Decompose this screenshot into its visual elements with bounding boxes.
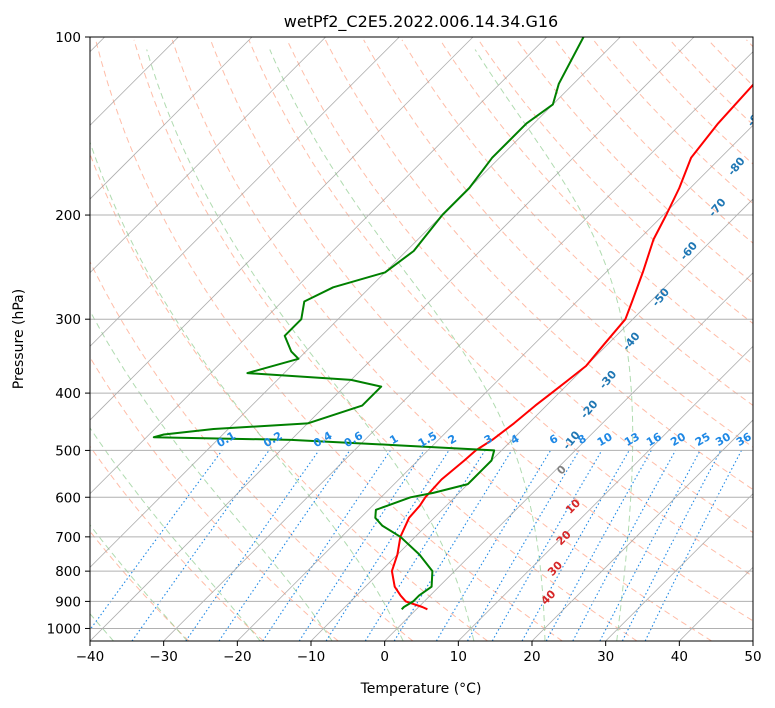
isotherm-line bbox=[90, 37, 326, 274]
moist-adiabat-line bbox=[474, 49, 634, 641]
y-tick-label: 600 bbox=[55, 490, 81, 506]
mixing-ratio-line bbox=[644, 450, 742, 641]
x-tick-label: 10 bbox=[450, 649, 467, 665]
mixing-ratio-line bbox=[621, 450, 722, 641]
mixing-ratio-line bbox=[298, 450, 425, 641]
x-axis-label: Temperature (°C) bbox=[360, 681, 482, 697]
isotherm-line bbox=[458, 345, 753, 641]
isotherm-line bbox=[90, 37, 547, 495]
dry-adiabat-line bbox=[363, 39, 753, 448]
x-tick-label: −20 bbox=[223, 649, 252, 665]
height-label: -90 bbox=[745, 105, 768, 129]
mixing-ratio-line bbox=[262, 450, 391, 641]
isotherm-line bbox=[90, 37, 695, 641]
y-tick-label: 300 bbox=[55, 312, 81, 328]
y-tick-label: 1000 bbox=[47, 621, 81, 637]
isotherm-line bbox=[163, 51, 753, 641]
mixing-ratio-line bbox=[90, 450, 223, 631]
y-tick-label: 200 bbox=[55, 208, 81, 224]
mixing-ratio-line bbox=[218, 450, 351, 641]
temperature-profile-line bbox=[390, 83, 753, 611]
moist-adiabat-line bbox=[269, 49, 546, 641]
dry-adiabat-line bbox=[324, 39, 753, 491]
x-tick-label: 30 bbox=[597, 649, 614, 665]
y-tick-label: 400 bbox=[55, 386, 81, 402]
isotherm-line bbox=[237, 124, 753, 641]
mixing-ratio-line bbox=[325, 450, 450, 641]
dry-adiabat-line bbox=[90, 260, 414, 641]
y-tick-label: 500 bbox=[55, 443, 81, 459]
x-tick-label: −40 bbox=[76, 649, 105, 665]
x-tick-label: 40 bbox=[671, 649, 688, 665]
mixing-ratio-line bbox=[572, 450, 676, 641]
x-tick-label: 0 bbox=[380, 649, 389, 665]
x-tick-label: 50 bbox=[744, 649, 761, 665]
x-tick-label: −10 bbox=[297, 649, 326, 665]
y-tick-label: 100 bbox=[55, 30, 81, 46]
isotherm-line bbox=[384, 272, 753, 641]
mixing-ratio-label: 36 bbox=[734, 430, 754, 449]
dry-adiabat-line bbox=[478, 39, 753, 325]
isotherm-line bbox=[605, 493, 753, 641]
mixing-ratio-line bbox=[545, 450, 652, 641]
dry-adiabat-line bbox=[248, 39, 753, 577]
y-axis-label: Pressure (hPa) bbox=[11, 289, 27, 389]
isotherm-line bbox=[90, 37, 474, 421]
y-tick-label: 900 bbox=[55, 594, 81, 610]
dry-adiabat-line bbox=[133, 39, 638, 641]
dry-adiabat-line bbox=[90, 530, 190, 641]
dry-adiabat-line bbox=[286, 39, 753, 534]
isotherm-line bbox=[90, 37, 621, 568]
moist-adiabat-line bbox=[146, 49, 475, 641]
isotherm-line bbox=[310, 198, 753, 641]
dewpoint-profile-line bbox=[152, 37, 585, 610]
chart-title: wetPf2_C2E5.2022.006.14.34.G16 bbox=[284, 12, 558, 32]
dry-adiabat-line bbox=[554, 39, 753, 244]
moist-adiabat-line bbox=[90, 426, 261, 641]
mixing-ratio-line bbox=[393, 450, 513, 641]
isotherm-line bbox=[90, 37, 400, 347]
x-tick-label: 20 bbox=[523, 649, 540, 665]
mixing-ratio-line bbox=[185, 450, 320, 641]
plot-frame bbox=[89, 36, 754, 642]
dry-adiabat-line bbox=[439, 39, 753, 365]
isotherm-line bbox=[90, 37, 253, 200]
y-tick-label: 800 bbox=[55, 564, 81, 580]
dry-adiabat-line bbox=[171, 39, 712, 641]
dry-adiabat-line bbox=[90, 445, 264, 641]
moist-adiabat-line bbox=[90, 524, 188, 641]
y-tick-label: 700 bbox=[55, 530, 81, 546]
mixing-ratio-line bbox=[521, 450, 630, 641]
dry-adiabat-line bbox=[593, 39, 753, 205]
moist-adiabat-line bbox=[90, 310, 333, 641]
isotherm-line bbox=[531, 419, 753, 641]
dry-adiabat-line bbox=[95, 39, 563, 641]
moist-adiabat-line bbox=[90, 140, 404, 641]
x-tick-label: −30 bbox=[149, 649, 178, 665]
